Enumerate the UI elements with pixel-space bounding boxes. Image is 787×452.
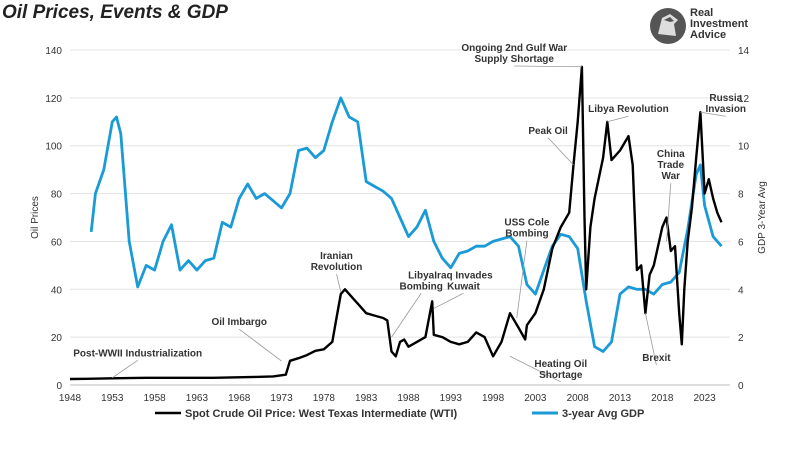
- series-oil-line: [69, 65, 723, 381]
- annotation-label: Revolution: [311, 262, 363, 273]
- x-tick-label: 2013: [609, 393, 632, 404]
- legend-item-oil: Spot Crude Oil Price: West Texas Interme…: [155, 408, 458, 420]
- annotation-label: Kuwait: [447, 281, 480, 292]
- x-tick-label: 1948: [59, 393, 82, 404]
- annotation-leader: [238, 328, 282, 362]
- horse-head-logo-icon: [650, 8, 686, 44]
- annotation-label: Iraq Invades: [434, 270, 493, 281]
- y-left-tick-label: 100: [45, 142, 62, 153]
- y-left-tick-label: 80: [51, 190, 63, 201]
- annotation-label: Libya Revolution: [588, 104, 669, 115]
- x-tick-label: 1998: [482, 393, 505, 404]
- x-tick-label: 1953: [101, 393, 124, 404]
- annotation-label: Oil Imbargo: [211, 317, 267, 328]
- y-right-tick-label: 12: [738, 94, 750, 105]
- legend-label: Spot Crude Oil Price: West Texas Interme…: [185, 408, 458, 420]
- annotation-label: Bombing: [505, 229, 548, 240]
- annotation-leader: [666, 183, 672, 242]
- x-tick-label: 1988: [397, 393, 420, 404]
- annotation-label: Post-WWII Industrialization: [73, 348, 202, 359]
- x-tick-label: 2023: [693, 393, 716, 404]
- annotation-label: Russia: [709, 93, 742, 104]
- y-right-tick-label: 10: [738, 142, 750, 153]
- y-left-axis-title: Oil Prices: [30, 196, 41, 239]
- series-layer: [69, 65, 723, 381]
- x-tick-label: 1958: [143, 393, 166, 404]
- x-tick-label: 2018: [651, 393, 674, 404]
- y-left-tick-label: 20: [51, 333, 63, 344]
- brand-line-2: Investment: [690, 18, 749, 30]
- annotation-leader: [112, 359, 138, 379]
- brand-line-1: Real: [690, 7, 714, 19]
- annotation-label: Peak Oil: [528, 126, 568, 137]
- annotation-leader: [433, 292, 464, 309]
- y-left-tick-label: 120: [45, 94, 62, 105]
- x-tick-label: 1993: [440, 393, 463, 404]
- annotation-label: Heating Oil: [534, 359, 587, 370]
- gridlines: [70, 49, 730, 386]
- y-left-tick-label: 60: [51, 237, 63, 248]
- y-right-axis-title: GDP 3-Year Avg: [757, 181, 768, 254]
- brand-logo: Real Investment Advice: [648, 6, 758, 46]
- brand-name: Real Investment Advice: [690, 8, 748, 41]
- legend-label: 3-year Avg GDP: [562, 408, 644, 420]
- annotation-label: Shortage: [539, 370, 583, 381]
- annotation-label: Libya: [408, 270, 435, 281]
- annotation-leader: [391, 293, 422, 338]
- annotation-leader: [547, 137, 574, 166]
- x-tick-label: 2003: [524, 393, 547, 404]
- page-title: Oil Prices, Events & GDP: [2, 2, 228, 23]
- brand-line-3: Advice: [690, 29, 727, 41]
- x-tick-label: 2008: [567, 393, 590, 404]
- annotation-leader: [514, 65, 582, 68]
- annotation-label: Ongoing 2nd Gulf War: [461, 43, 567, 54]
- y-left-tick-label: 40: [51, 285, 63, 296]
- x-tick-label: 1973: [270, 393, 293, 404]
- x-tick-label: 1963: [186, 393, 209, 404]
- y-right-tick-label: 14: [738, 46, 750, 57]
- annotation-label: Supply Shortage: [475, 54, 555, 65]
- annotation-label: China: [657, 149, 685, 160]
- annotation-label: Bombing: [399, 281, 442, 292]
- legend-item-gdp: 3-year Avg GDP: [532, 408, 644, 420]
- annotation-label: Brexit: [642, 353, 671, 364]
- annotation-label: War: [662, 171, 681, 182]
- annotation-leader: [607, 115, 629, 123]
- series-gdp-line: [89, 96, 723, 353]
- axes: 0 20 40 60 80 100 120 140 0 2 4 6 8 10 12 14 1948 1953 195…: [30, 46, 768, 404]
- annotation-label: Invasion: [705, 104, 746, 115]
- annotation-leader: [509, 355, 561, 383]
- y-right-tick-label: 8: [738, 190, 744, 201]
- annotation-label: Iranian: [320, 251, 353, 262]
- y-left-tick-label: 140: [45, 46, 62, 57]
- x-tick-label: 1968: [228, 393, 251, 404]
- y-right-tick-label: 4: [738, 285, 744, 296]
- y-right-tick-label: 0: [738, 381, 744, 392]
- legend: Spot Crude Oil Price: West Texas Interme…: [155, 408, 644, 420]
- annotation-leader: [516, 240, 528, 319]
- x-tick-label: 1978: [313, 393, 336, 404]
- y-right-tick-label: 2: [738, 333, 744, 344]
- y-left-tick-label: 0: [56, 381, 62, 392]
- annotation-label: USS Cole: [504, 218, 549, 229]
- y-right-tick-label: 6: [738, 237, 744, 248]
- annotation-leader: [700, 111, 726, 117]
- annotation-label: Trade: [657, 160, 684, 171]
- annotation-leader: [336, 274, 342, 292]
- annotation-leader: [644, 313, 657, 366]
- annotations-layer: Post-WWII Industrialization Oil Imbargo Ir…: [73, 43, 746, 383]
- x-tick-label: 1983: [355, 393, 378, 404]
